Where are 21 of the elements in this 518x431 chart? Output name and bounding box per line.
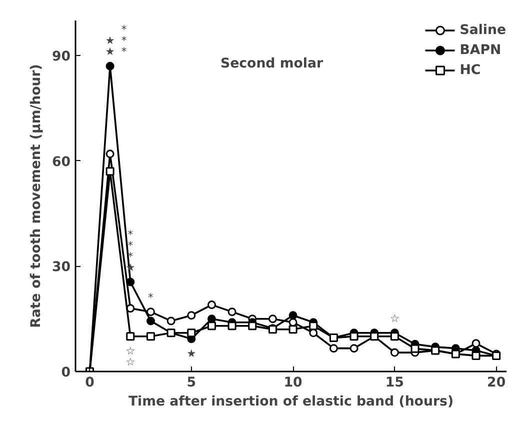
annotation: ★★ [105, 34, 115, 58]
y-tick-label: 30 [52, 260, 71, 276]
annotation: ☆☆ [126, 344, 136, 368]
y-tick-label: 0 [61, 366, 71, 380]
annotation: * [148, 290, 154, 304]
legend-label: BAPN [460, 42, 502, 58]
x-tick-label: 20 [487, 376, 506, 390]
x-tick-label: 5 [186, 376, 196, 390]
x-tick-label: 0 [85, 376, 94, 390]
x-tick-label: 10 [284, 376, 302, 390]
legend-label: Saline [460, 22, 506, 38]
annotation: ☆ [390, 312, 400, 325]
legend-label: HC [460, 62, 481, 78]
y-axis-title: Rate of tooth movement (µm/hour) [28, 64, 44, 328]
text: Second molar [220, 56, 324, 72]
y-tick-label: 60 [52, 154, 71, 170]
x-axis-title: Time after insertion of elastic band (hours) [128, 394, 454, 410]
x-tick-label: 15 [385, 376, 404, 390]
annotation: *** [121, 23, 128, 58]
y-tick-label: 90 [52, 50, 71, 65]
annotation: ★ [186, 346, 196, 360]
